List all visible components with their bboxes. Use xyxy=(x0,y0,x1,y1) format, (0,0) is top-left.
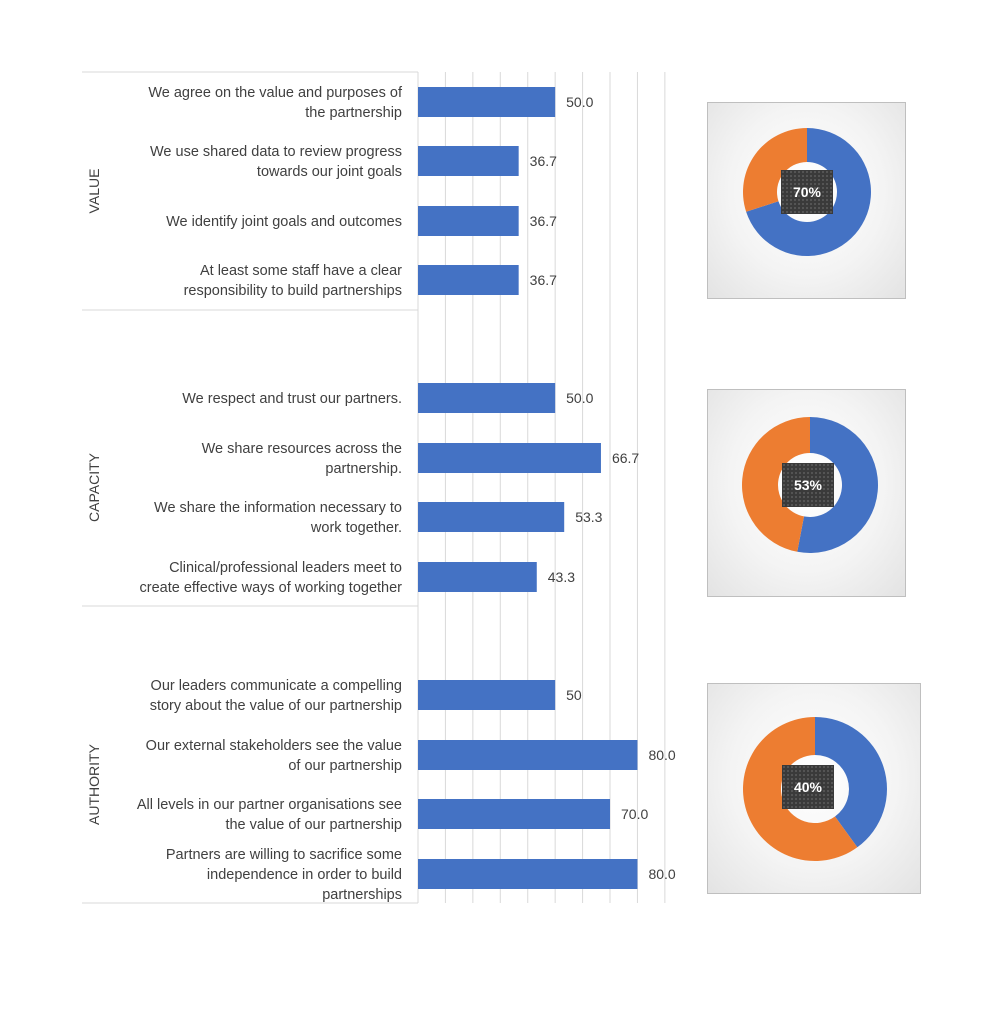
category-label: create effective ways of working togethe… xyxy=(140,580,403,596)
donut-panel-capacity: 53% xyxy=(707,389,906,597)
data-label: 50.0 xyxy=(566,390,593,406)
donut-chart-capacity xyxy=(742,417,878,553)
category-label: Partners are willing to sacrifice some xyxy=(166,847,402,863)
data-label: 36.7 xyxy=(530,272,557,288)
bar xyxy=(418,265,519,295)
bar xyxy=(418,859,638,889)
category-label: responsibility to build partnerships xyxy=(184,283,402,299)
category-label: We respect and trust our partners. xyxy=(182,391,402,407)
donut-slice xyxy=(815,717,887,848)
data-label: 53.3 xyxy=(575,509,602,525)
category-label: story about the value of our partnership xyxy=(150,698,402,714)
data-label: 36.7 xyxy=(530,153,557,169)
bar xyxy=(418,740,638,770)
category-label: We identify joint goals and outcomes xyxy=(166,214,402,230)
category-label: Clinical/professional leaders meet to xyxy=(169,560,402,576)
category-label: of our partnership xyxy=(288,758,402,774)
bar xyxy=(418,680,556,710)
category-label: the value of our partnership xyxy=(225,817,402,833)
bar xyxy=(418,799,611,829)
donut-chart-value xyxy=(743,128,871,256)
category-label: All levels in our partner organisations … xyxy=(137,797,402,813)
donut-slice xyxy=(743,128,807,212)
data-label: 43.3 xyxy=(548,569,575,585)
group-label: VALUE xyxy=(86,169,102,214)
bar xyxy=(418,502,565,532)
donut-slice xyxy=(743,717,858,861)
category-label: We share resources across the xyxy=(202,441,402,457)
donut-chart-authority xyxy=(743,717,887,861)
category-label: We use shared data to review progress xyxy=(150,144,402,160)
data-label: 80.0 xyxy=(648,747,675,763)
bar xyxy=(418,206,519,236)
data-label: 50 xyxy=(566,687,582,703)
data-label: 80.0 xyxy=(648,866,675,882)
category-label: Our external stakeholders see the value xyxy=(146,738,402,754)
category-label: towards our joint goals xyxy=(257,164,402,180)
data-label: 50.0 xyxy=(566,94,593,110)
data-label: 36.7 xyxy=(530,213,557,229)
donut-panel-authority: 40% xyxy=(707,683,921,894)
data-label: 70.0 xyxy=(621,806,648,822)
category-label: At least some staff have a clear xyxy=(200,263,402,279)
donut-slice xyxy=(746,128,871,256)
donut-slice xyxy=(742,417,810,552)
bar xyxy=(418,562,537,592)
category-label: Our leaders communicate a compelling xyxy=(151,678,402,694)
bar xyxy=(418,383,556,413)
category-label: work together. xyxy=(310,520,402,536)
category-label: partnership. xyxy=(325,461,402,477)
category-label: the partnership xyxy=(305,105,402,121)
bar xyxy=(418,87,556,117)
bar xyxy=(418,146,519,176)
donut-center-label-authority: 40% xyxy=(782,765,834,809)
donut-slice xyxy=(797,417,878,553)
donut-panel-value: 70% xyxy=(707,102,906,299)
donut-center-label-value: 70% xyxy=(781,170,833,214)
category-label: We agree on the value and purposes of xyxy=(148,85,403,101)
category-label: We share the information necessary to xyxy=(154,500,402,516)
category-label: independence in order to build xyxy=(207,867,402,883)
donut-center-label-capacity: 53% xyxy=(782,463,834,507)
category-label: partnerships xyxy=(322,887,402,903)
group-label: CAPACITY xyxy=(86,452,102,522)
data-label: 66.7 xyxy=(612,450,639,466)
group-label: AUTHORITY xyxy=(86,743,102,825)
bar xyxy=(418,443,601,473)
